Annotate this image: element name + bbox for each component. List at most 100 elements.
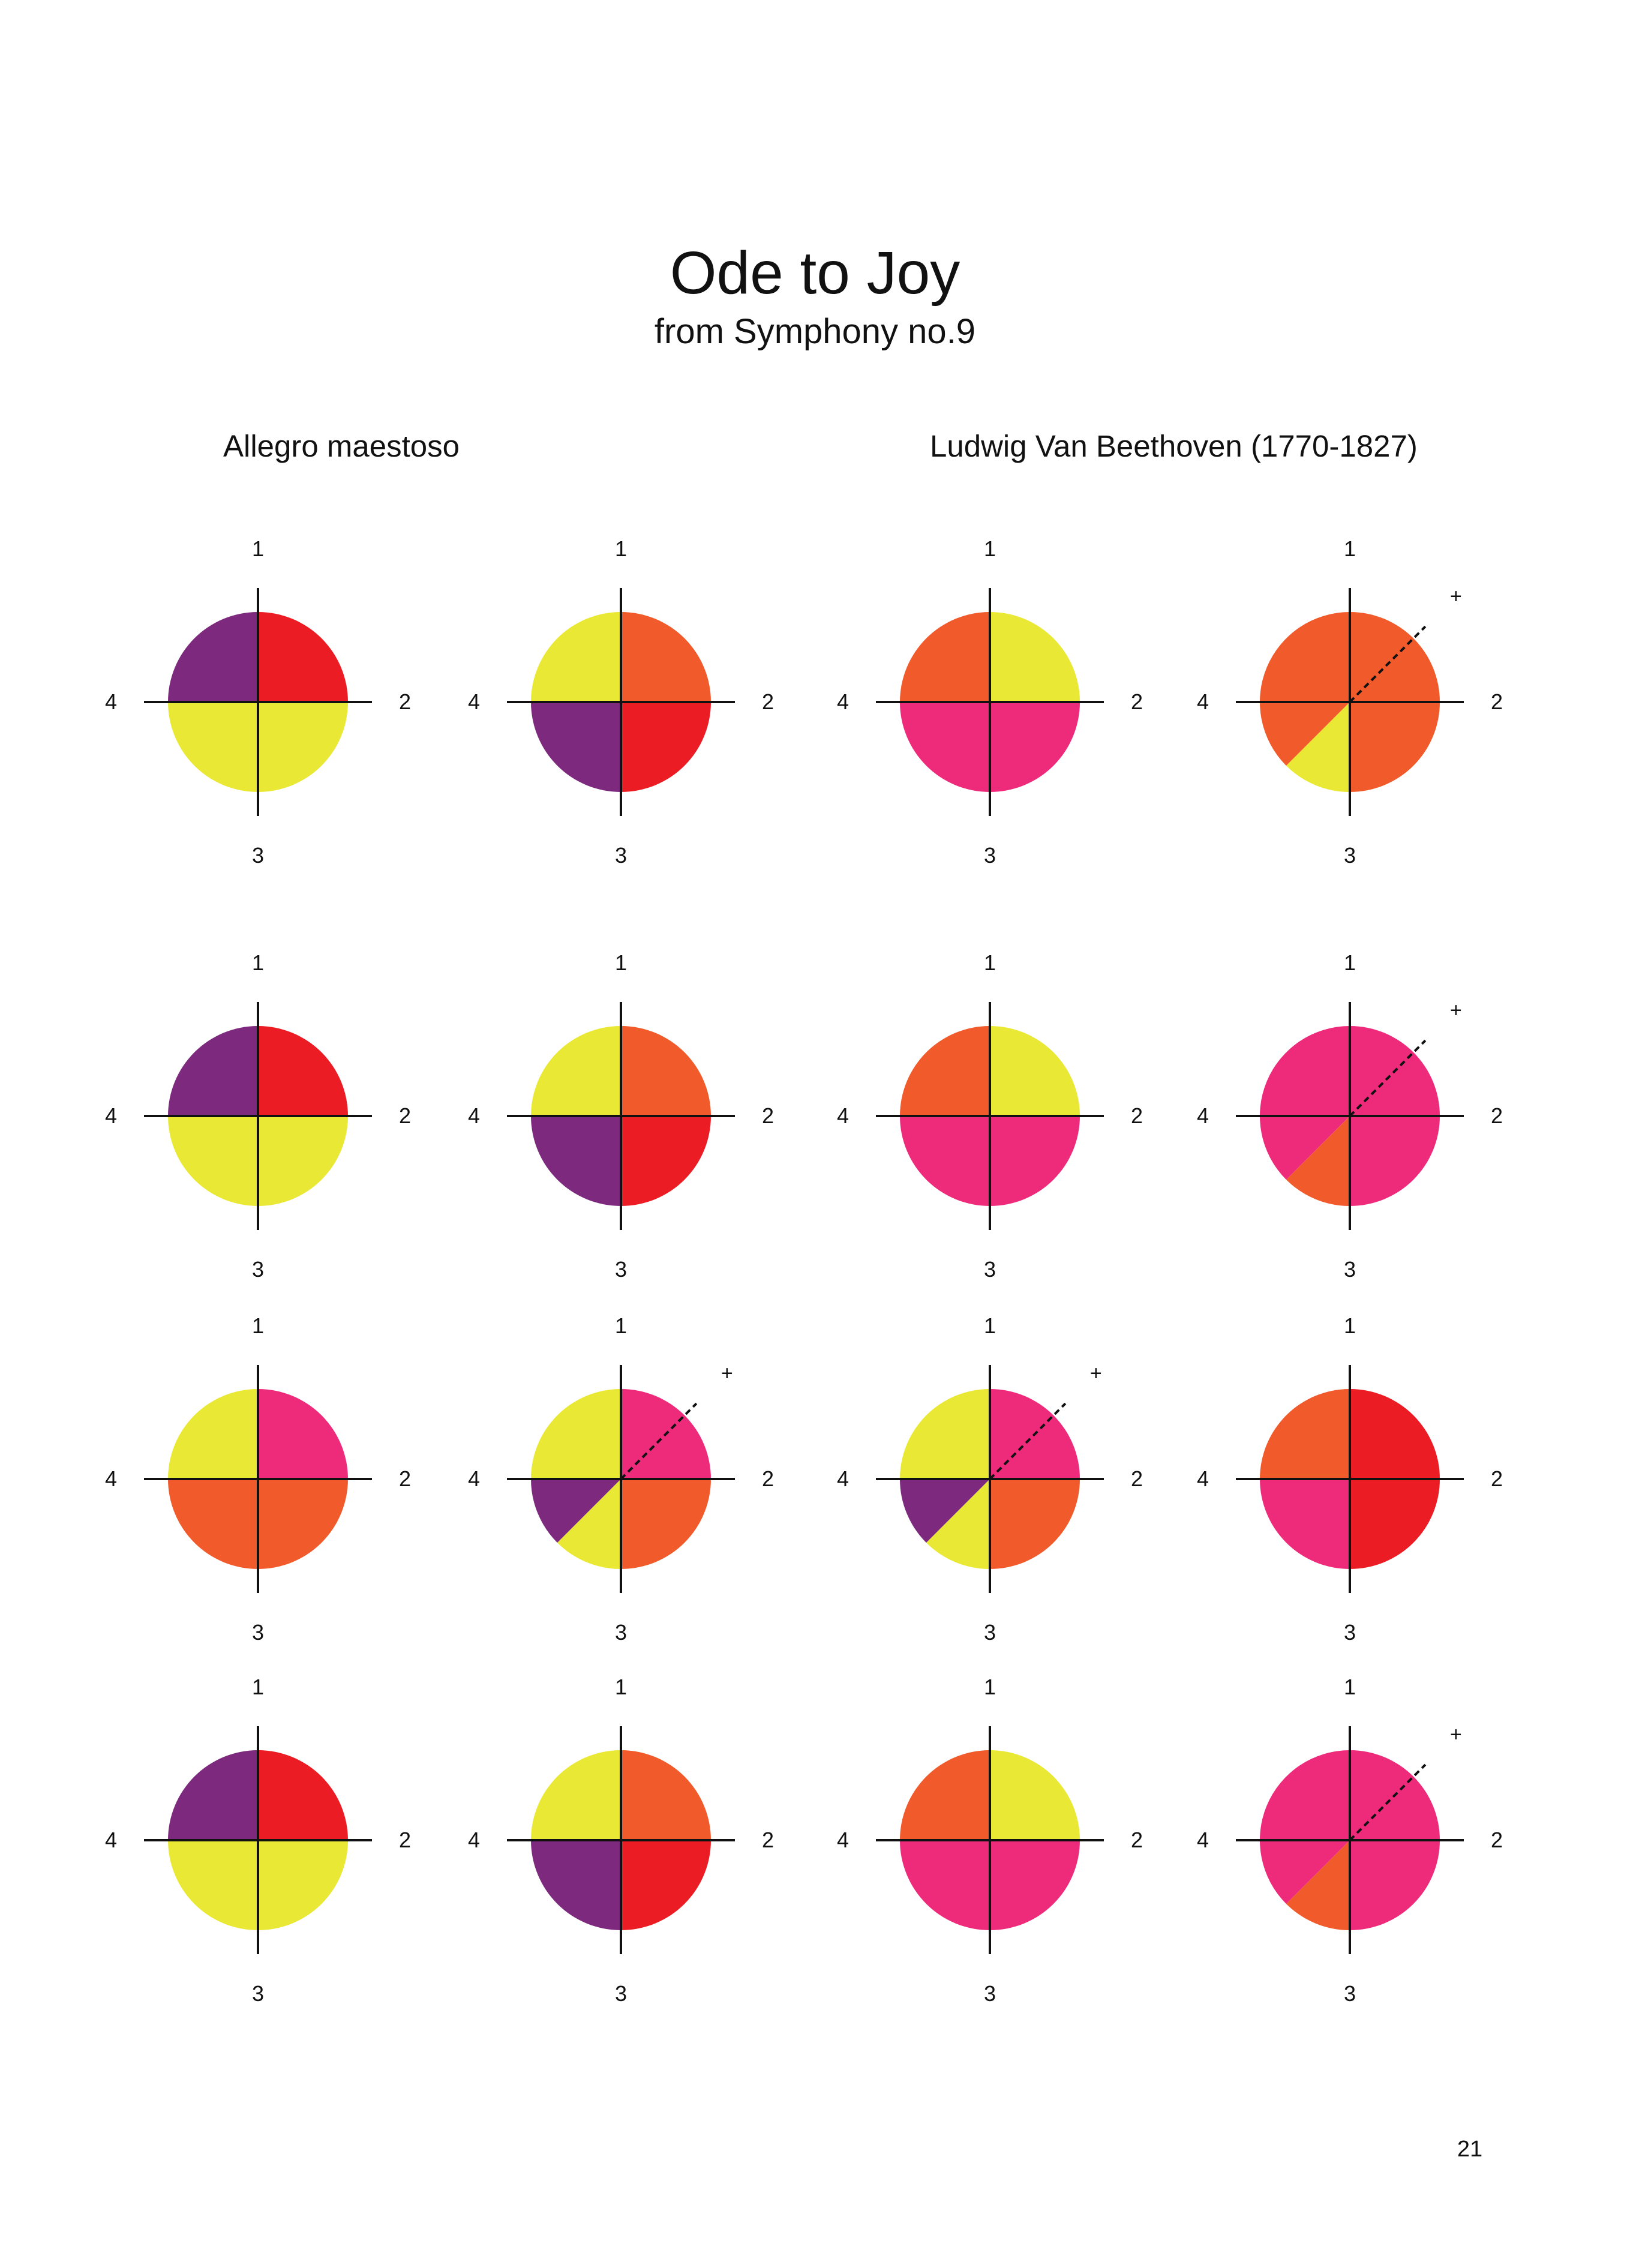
slice-pink — [1259, 1025, 1350, 1180]
slice-orange — [1259, 612, 1350, 766]
slice-orange — [621, 1479, 711, 1569]
beat-label-right: 2 — [1491, 1466, 1503, 1491]
beat-circle-1-4: +1 2 3 4 — [1197, 536, 1503, 868]
beat-label-right: 2 — [1131, 1828, 1143, 1852]
beat-label-right: 2 — [1131, 1466, 1143, 1491]
slice-red — [621, 702, 711, 792]
slice-purple — [531, 1840, 621, 1930]
slice-yellow — [531, 1750, 621, 1840]
beat-label-right: 2 — [1131, 689, 1143, 714]
beat-label-bottom: 3 — [615, 1981, 627, 2006]
beat-label-bottom: 3 — [1344, 1620, 1356, 1645]
slice-orange — [1286, 1840, 1350, 1931]
beat-circle-3-4: 1 2 3 4 — [1197, 1313, 1503, 1645]
beat-circle-1-1: 1 2 3 4 — [105, 536, 411, 868]
beat-label-bottom: 3 — [252, 1257, 264, 1282]
beat-circle-2-1: 1 2 3 4 — [105, 950, 411, 1282]
beat-circle-2-2: 1 2 3 4 — [468, 950, 774, 1282]
slice-pink — [1259, 1750, 1350, 1904]
tempo-marking: Allegro maestoso — [223, 429, 460, 463]
plus-label: + — [1450, 1723, 1462, 1746]
beat-label-bottom: 3 — [984, 1620, 996, 1645]
beat-label-left: 4 — [468, 1828, 480, 1852]
subdivision-dashed-line — [1349, 1039, 1427, 1117]
beat-label-bottom: 3 — [252, 1981, 264, 2006]
beat-label-left: 4 — [105, 1103, 117, 1128]
slice-pink — [258, 1389, 348, 1479]
slice-orange — [621, 1750, 711, 1840]
beat-label-top: 1 — [1344, 950, 1356, 975]
slice-red — [258, 1026, 348, 1116]
beat-label-right: 2 — [399, 1103, 411, 1128]
slice-yellow — [990, 1750, 1080, 1840]
subdivision-dashed-line — [620, 1402, 698, 1480]
beat-circle-4-4: +1 2 3 4 — [1197, 1675, 1503, 2006]
beat-label-bottom: 3 — [1344, 843, 1356, 868]
slice-yellow — [531, 1389, 621, 1479]
beat-label-left: 4 — [468, 1466, 480, 1491]
beat-label-left: 4 — [1197, 1828, 1209, 1852]
slice-purple — [531, 1479, 621, 1543]
beat-label-right: 2 — [399, 689, 411, 714]
beat-label-top: 1 — [1344, 1675, 1356, 1699]
slice-purple — [168, 1026, 258, 1116]
beat-label-top: 1 — [615, 536, 627, 561]
slice-yellow — [1286, 702, 1350, 792]
beat-label-right: 2 — [399, 1466, 411, 1491]
beat-label-bottom: 3 — [1344, 1981, 1356, 2006]
beat-label-bottom: 3 — [984, 1257, 996, 1282]
slice-orange — [900, 1750, 990, 1840]
beat-circle-4-1: 1 2 3 4 — [105, 1675, 411, 2006]
beat-label-top: 1 — [615, 950, 627, 975]
slice-orange — [900, 612, 990, 702]
slice-yellow — [990, 612, 1080, 702]
slice-yellow — [990, 1026, 1080, 1116]
plus-label: + — [721, 1362, 733, 1385]
slice-orange — [990, 1479, 1080, 1569]
beat-label-right: 2 — [1491, 689, 1503, 714]
beat-label-left: 4 — [1197, 689, 1209, 714]
slice-pink — [1260, 1479, 1350, 1569]
slice-yellow — [531, 612, 621, 702]
beat-circle-1-2: 1 2 3 4 — [468, 536, 774, 868]
subdivision-dashed-line — [1349, 1763, 1427, 1841]
beat-circle-1-3: 1 2 3 4 — [837, 536, 1143, 868]
beat-label-bottom: 3 — [615, 1257, 627, 1282]
beat-label-bottom: 3 — [1344, 1257, 1356, 1282]
beat-label-top: 1 — [252, 1675, 264, 1699]
page-title: Ode to Joy — [670, 239, 960, 307]
beat-label-bottom: 3 — [252, 1620, 264, 1645]
beat-label-top: 1 — [984, 536, 996, 561]
slice-orange — [900, 1026, 990, 1116]
beat-label-right: 2 — [762, 1828, 774, 1852]
slice-purple — [531, 1116, 621, 1206]
slice-orange — [1286, 1116, 1350, 1207]
beat-label-top: 1 — [252, 1313, 264, 1338]
beat-label-left: 4 — [837, 689, 849, 714]
beat-label-left: 4 — [1197, 1103, 1209, 1128]
slice-red — [621, 1840, 711, 1930]
beat-label-left: 4 — [837, 1828, 849, 1852]
beat-label-right: 2 — [762, 1466, 774, 1491]
slice-red — [621, 1116, 711, 1206]
beat-label-left: 4 — [105, 1466, 117, 1491]
beat-circle-4-3: 1 2 3 4 — [837, 1675, 1143, 2006]
slice-purple — [168, 1750, 258, 1840]
slice-yellow — [900, 1389, 990, 1479]
beat-label-right: 2 — [1491, 1103, 1503, 1128]
slice-yellow — [557, 1479, 621, 1569]
beat-circle-2-4: +1 2 3 4 — [1197, 950, 1503, 1282]
beat-label-top: 1 — [984, 1675, 996, 1699]
beat-label-top: 1 — [1344, 1313, 1356, 1338]
beat-circle-3-3: +1 2 3 4 — [837, 1313, 1143, 1645]
slice-purple — [168, 612, 258, 702]
beat-label-top: 1 — [615, 1313, 627, 1338]
slice-yellow — [168, 1389, 258, 1479]
page-number: 21 — [1457, 2137, 1483, 2162]
beat-label-top: 1 — [984, 950, 996, 975]
beat-circle-2-3: 1 2 3 4 — [837, 950, 1143, 1282]
slice-red — [258, 1750, 348, 1840]
plus-label: + — [1090, 1362, 1102, 1385]
beat-label-left: 4 — [468, 689, 480, 714]
slice-red — [258, 612, 348, 702]
